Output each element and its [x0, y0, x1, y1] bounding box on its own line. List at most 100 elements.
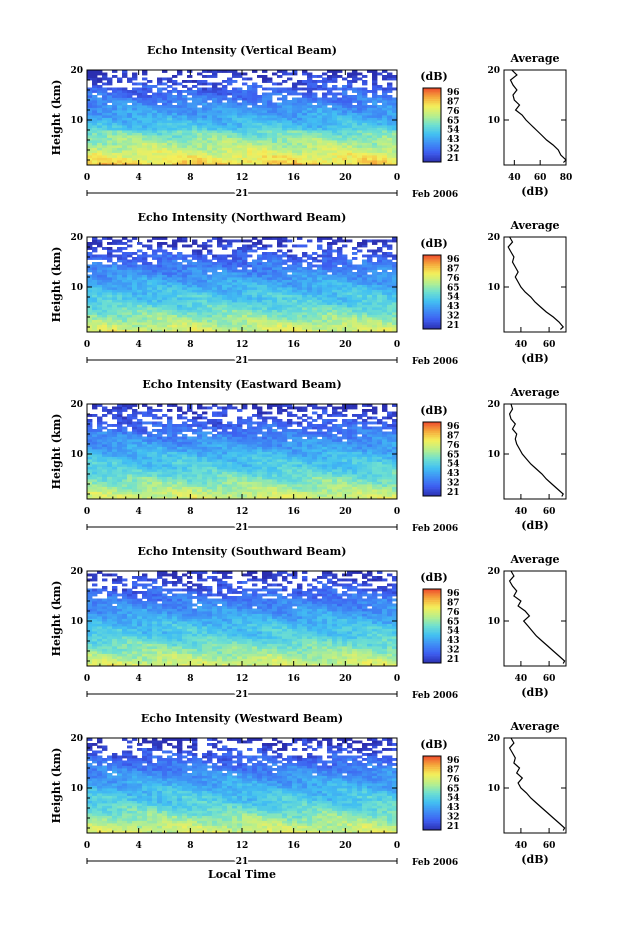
- heatmap-cell: [352, 162, 358, 166]
- heatmap-cell: [122, 140, 128, 143]
- heatmap-cell: [127, 147, 133, 151]
- heatmap-cell: [197, 132, 203, 136]
- heatmap-cell: [182, 494, 188, 497]
- heatmap-cell: [227, 127, 233, 131]
- heatmap-cell: [197, 140, 203, 143]
- colorbar-tick-label: 76: [447, 274, 460, 284]
- heatmap-cell: [147, 125, 153, 128]
- heatmap-cell: [262, 120, 268, 123]
- heatmap-cell: [387, 152, 393, 156]
- heatmap-cell: [367, 105, 373, 108]
- heatmap-cell: [162, 319, 168, 323]
- heatmap-cell: [142, 272, 148, 275]
- heatmap-cell: [197, 122, 203, 126]
- heatmap-cell: [272, 115, 278, 118]
- heatmap-cell: [262, 110, 268, 113]
- heatmap-cell: [367, 100, 373, 103]
- heatmap-cell: [242, 140, 248, 143]
- heatmap-cell: [107, 279, 113, 283]
- heatmap-cell: [312, 130, 318, 133]
- heatmap-cell: [107, 252, 113, 255]
- heatmap-cell: [182, 289, 188, 293]
- heatmap-cell: [132, 107, 138, 111]
- heatmap-cell: [97, 272, 103, 275]
- heatmap-cell: [342, 145, 348, 148]
- heatmap-cell: [157, 90, 163, 93]
- heatmap-cell: [327, 327, 333, 330]
- heatmap-cell: [97, 481, 103, 485]
- heatmap-cell: [247, 100, 253, 103]
- heatmap-cell: [147, 486, 153, 490]
- heatmap-cell: [212, 317, 218, 320]
- heatmap-cell: [392, 137, 398, 141]
- heatmap-cell: [172, 150, 178, 153]
- heatmap-cell: [112, 135, 118, 138]
- heatmap-cell: [162, 147, 168, 151]
- heatmap-cell: [247, 312, 253, 315]
- heatmap-cell: [192, 317, 198, 320]
- heatmap-cell: [277, 160, 283, 163]
- heatmap-cell: [387, 157, 393, 161]
- heatmap-cell: [312, 476, 318, 480]
- heatmap-cell: [392, 254, 398, 258]
- heatmap-cell: [382, 145, 388, 148]
- heatmap-cell: [322, 107, 328, 111]
- heatmap-cell: [242, 244, 248, 248]
- heatmap-cell: [332, 287, 338, 290]
- heatmap-cell: [312, 137, 318, 141]
- heatmap-cell: [392, 329, 398, 333]
- heatmap-cell: [262, 92, 268, 96]
- heatmap-cell: [337, 145, 343, 148]
- heatmap-cell: [202, 117, 208, 121]
- heatmap-cell: [137, 322, 143, 325]
- heatmap-cell: [387, 150, 393, 153]
- heatmap-cell: [267, 282, 273, 285]
- heatmap-cell: [87, 304, 93, 308]
- heatmap-cell: [162, 140, 168, 143]
- heatmap-cell: [307, 140, 313, 143]
- heatmap-cell: [277, 329, 283, 333]
- heatmap-cell: [287, 267, 293, 270]
- heatmap-cell: [392, 474, 398, 477]
- heatmap-cell: [182, 272, 188, 275]
- heatmap-cell: [367, 317, 373, 320]
- heatmap-cell: [292, 494, 298, 497]
- heatmap-cell: [197, 489, 203, 492]
- heatmap-cell: [227, 304, 233, 308]
- heatmap-cell: [287, 287, 293, 290]
- heatmap-cell: [392, 87, 398, 91]
- heatmap-cell: [272, 142, 278, 146]
- colorbar-swatch: [423, 327, 441, 330]
- heatmap-cell: [292, 489, 298, 492]
- heatmap-cell: [212, 489, 218, 492]
- heatmap-cell: [177, 252, 183, 255]
- heatmap-cell: [177, 486, 183, 490]
- heatmap-cell: [112, 122, 118, 126]
- heatmap-cell: [162, 289, 168, 293]
- heatmap-cell: [292, 289, 298, 293]
- heatmap-cell: [147, 85, 153, 88]
- colorbar-swatch: [423, 282, 441, 285]
- heatmap-cell: [172, 287, 178, 290]
- heatmap-cell: [297, 287, 303, 290]
- heatmap-cell: [377, 160, 383, 163]
- heatmap-cell: [112, 272, 118, 275]
- heatmap-cell: [92, 127, 98, 131]
- heatmap-cell: [202, 324, 208, 328]
- heatmap-cell: [137, 117, 143, 121]
- profile-line: [509, 69, 567, 163]
- heatmap-cell: [182, 110, 188, 113]
- heatmap-cell: [327, 284, 333, 288]
- heatmap-cell: [267, 307, 273, 310]
- heatmap-cell: [372, 137, 378, 141]
- heatmap-cell: [292, 135, 298, 138]
- heatmap-cell: [272, 105, 278, 108]
- heatmap-cell: [227, 117, 233, 121]
- heatmap-cell: [92, 491, 98, 495]
- heatmap-cell: [207, 317, 213, 320]
- heatmap-cell: [102, 489, 108, 492]
- heatmap-cell: [392, 112, 398, 116]
- heatmap-cell: [237, 494, 243, 497]
- heatmap-cell: [232, 267, 238, 270]
- heatmap-cell: [292, 107, 298, 111]
